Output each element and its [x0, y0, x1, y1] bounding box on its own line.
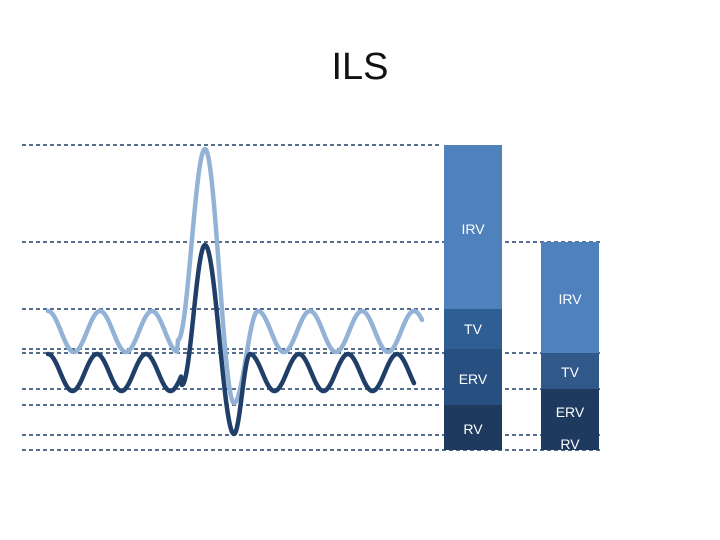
left-rv-segment [444, 405, 502, 450]
right-volume-column: IRV TV ERV RV [541, 242, 599, 452]
left-tv-label: TV [464, 321, 483, 337]
breathing-wave-light [45, 146, 425, 406]
right-rv-label: RV [560, 436, 580, 452]
left-erv-segment [444, 349, 502, 405]
left-volume-column: IRV TV ERV RV [444, 145, 502, 450]
left-erv-label: ERV [459, 371, 488, 387]
breathing-wave-dark [45, 242, 417, 437]
right-tv-segment [541, 353, 599, 389]
right-irv-segment [541, 242, 599, 353]
left-tv-segment [444, 309, 502, 349]
left-rv-label: RV [463, 421, 483, 437]
page-title: ILS [331, 46, 389, 88]
right-erv-label: ERV [556, 404, 585, 420]
right-rv-segment [541, 435, 599, 450]
right-erv-segment [541, 389, 599, 435]
left-irv-label: IRV [461, 221, 485, 237]
right-tv-label: TV [561, 364, 580, 380]
left-irv-segment [444, 145, 502, 309]
guide-lines [22, 144, 600, 451]
right-irv-label: IRV [558, 291, 582, 307]
